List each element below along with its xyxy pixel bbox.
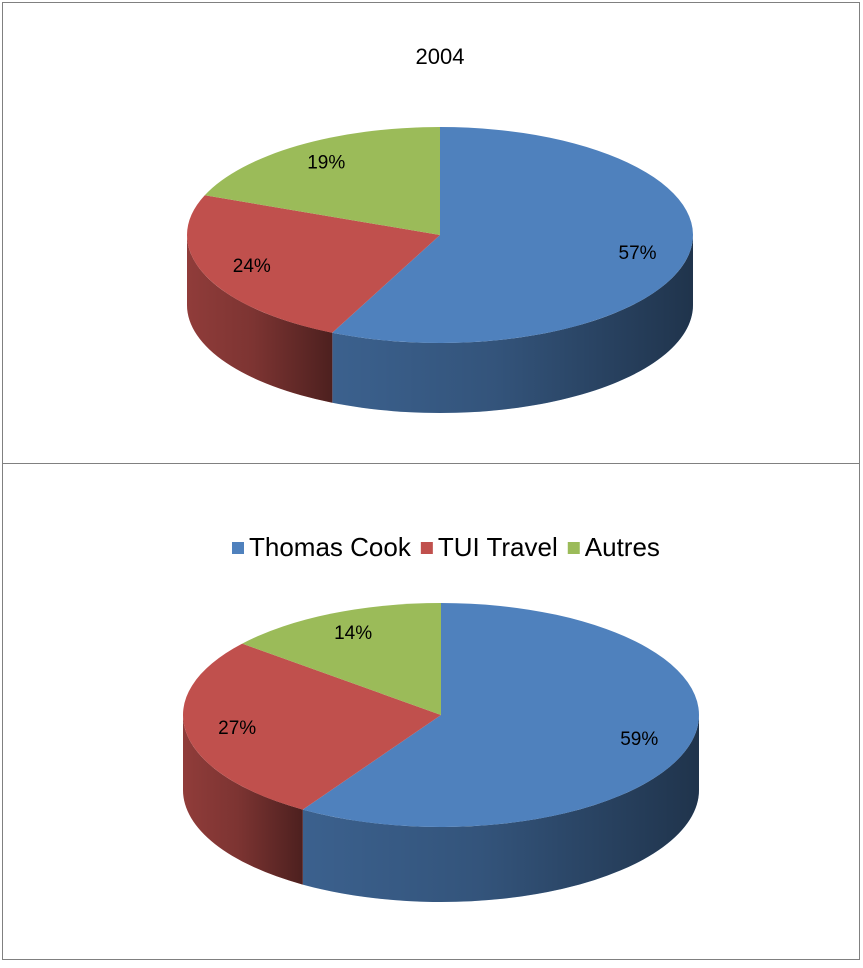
pie-slice xyxy=(182,643,441,810)
legend-swatch xyxy=(567,542,580,554)
pie-slice xyxy=(187,195,440,333)
legend-label: Autres xyxy=(585,532,660,562)
pie-side-shade xyxy=(183,715,303,885)
data-label: 14% xyxy=(334,623,372,644)
legend-swatch xyxy=(232,542,244,554)
data-label: 24% xyxy=(233,256,271,277)
data-label: 19% xyxy=(307,153,345,174)
charts: 57% 24% 19% 59% 27% 14% Thomas Cook TUI Travel A… xyxy=(182,127,699,902)
data-label: 57% xyxy=(619,243,657,264)
pie-slice xyxy=(242,603,441,715)
legend-swatch xyxy=(420,542,433,554)
legend-label: TUI Travel xyxy=(438,532,558,562)
pie-side-shade xyxy=(187,235,333,403)
pie-side-shade xyxy=(332,235,693,413)
legend-label: Thomas Cook xyxy=(249,532,412,562)
chart-title: 2004 xyxy=(416,44,465,69)
data-label: 27% xyxy=(218,718,256,739)
pie-side-shade xyxy=(302,715,699,902)
data-label: 59% xyxy=(620,729,658,750)
pie-slice xyxy=(302,603,699,828)
pie-slice xyxy=(204,127,440,235)
pie-slice xyxy=(332,127,694,344)
